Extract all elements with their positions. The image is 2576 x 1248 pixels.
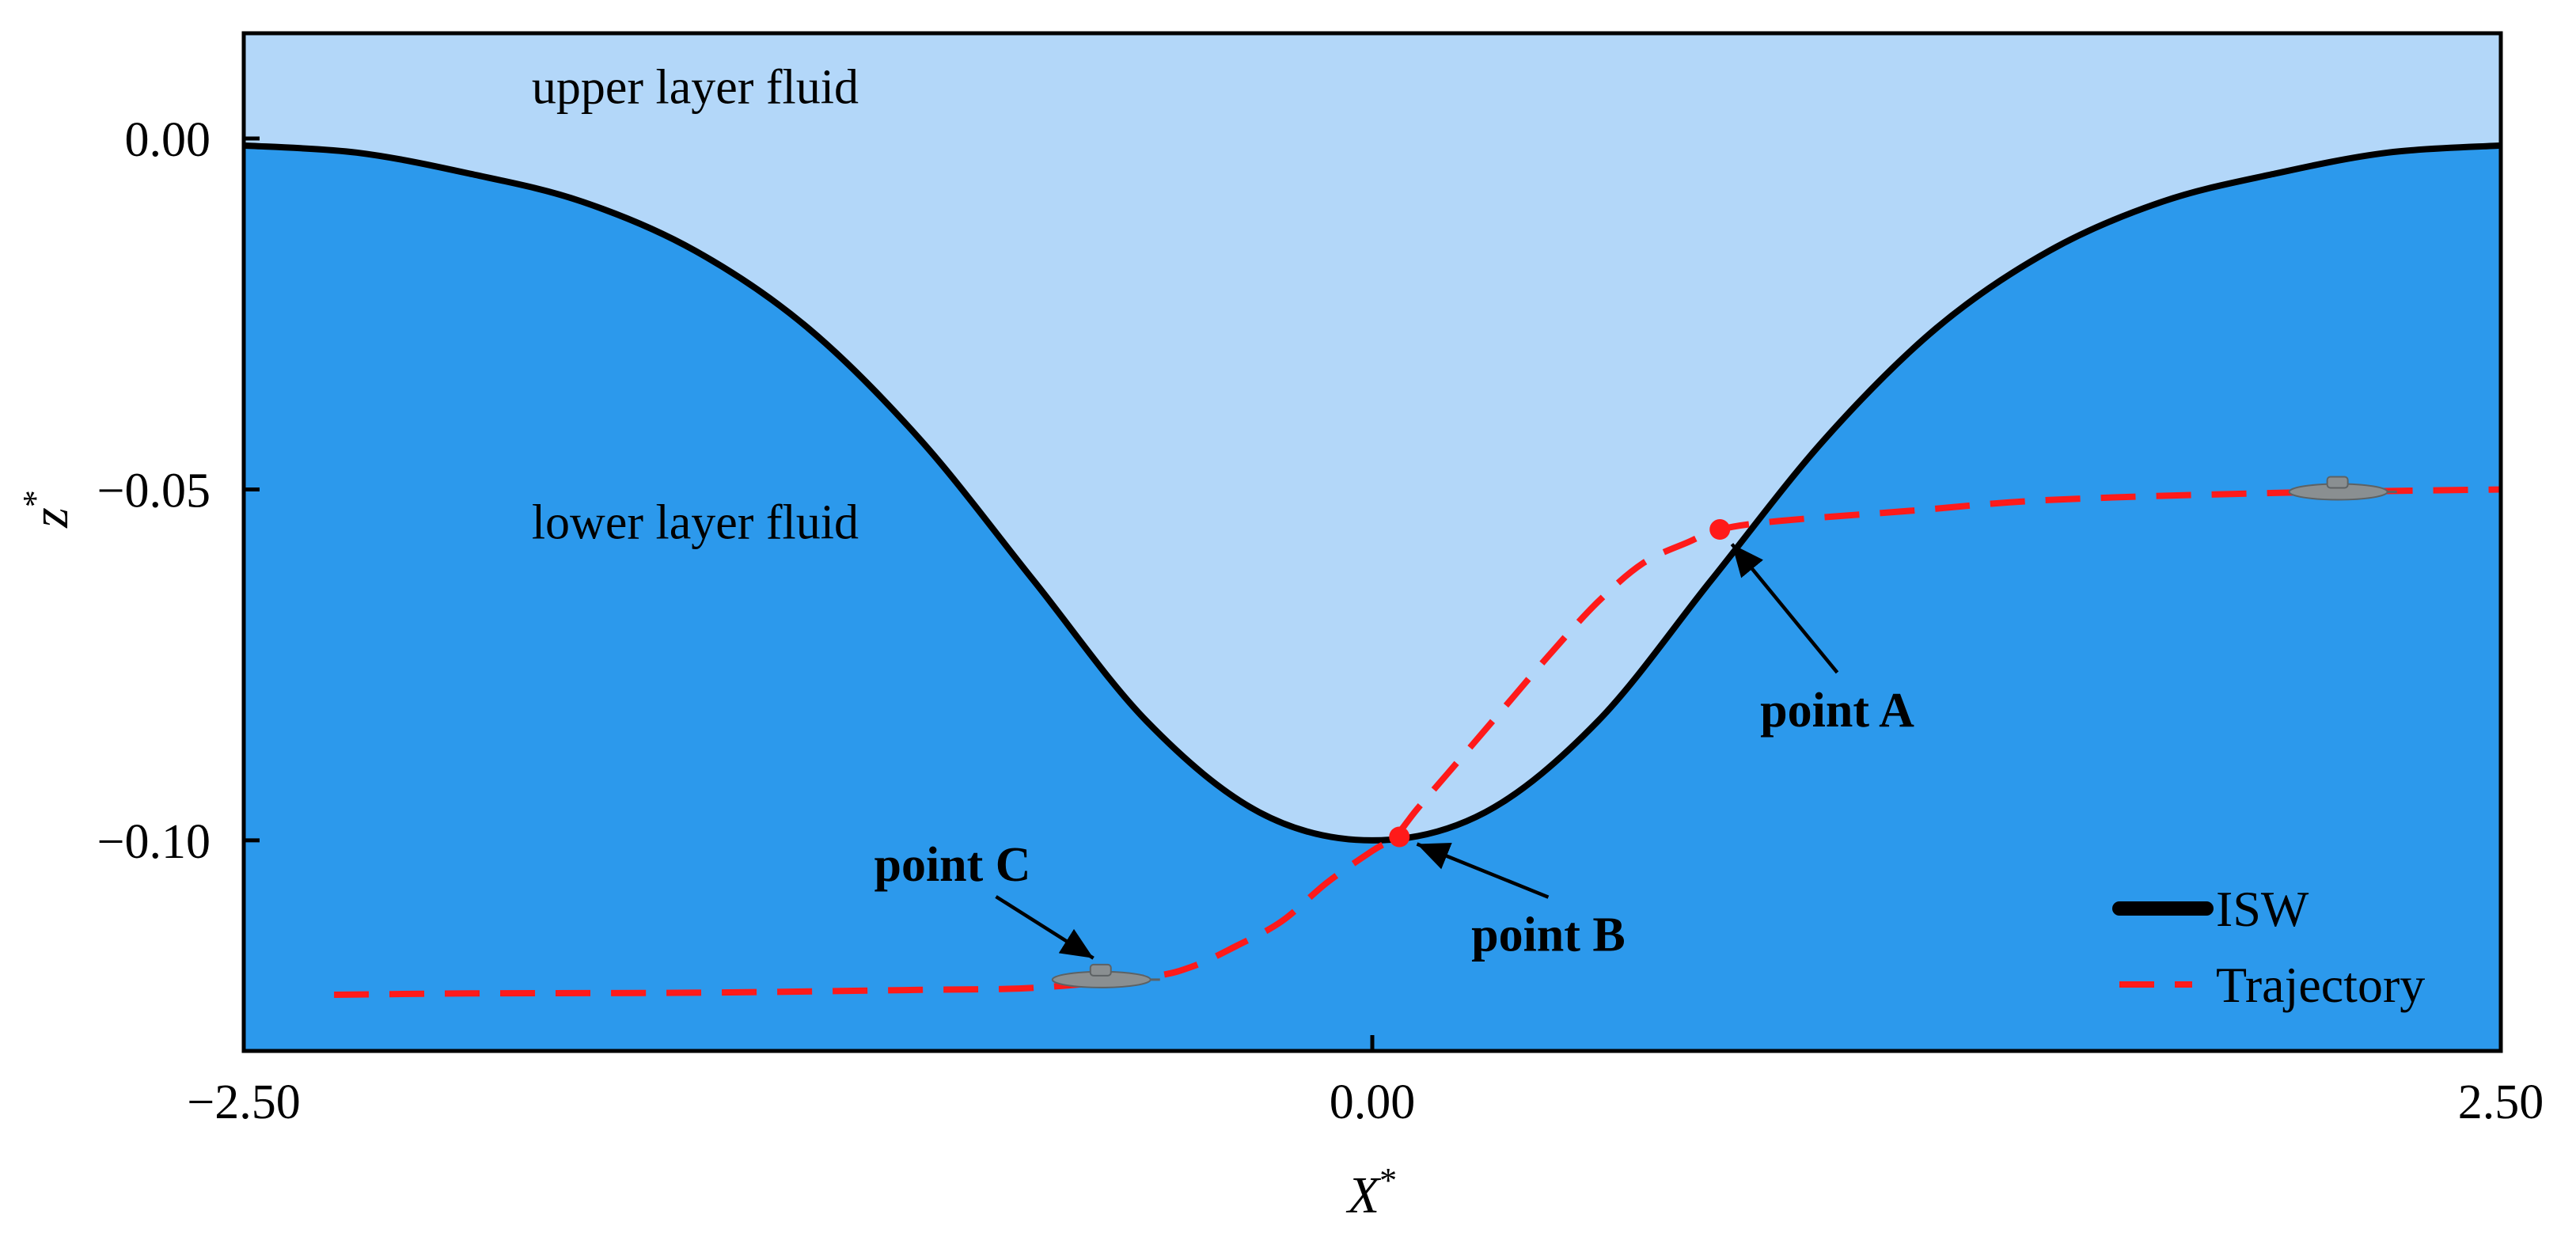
legend-isw-label: ISW — [2216, 881, 2309, 937]
annotation-arrow — [1730, 543, 1839, 674]
isw-series-line — [244, 142, 2501, 844]
x-tick-label: 0.00 — [1330, 1075, 1416, 1129]
submarine-icon — [2288, 476, 2397, 501]
legend-trajectory-label: Trajectory — [2216, 957, 2425, 1013]
lower-layer-label: lower layer fluid — [532, 496, 859, 550]
upper-layer-label: upper layer fluid — [532, 61, 859, 115]
annotation-arrow — [995, 895, 1095, 960]
point-b-label: point B — [1471, 908, 1626, 962]
lower-layer-region — [244, 145, 2501, 1051]
y-axis-title-base: z — [21, 507, 79, 529]
trajectory-series-line — [334, 486, 2501, 998]
trajectory-point-marker — [1389, 826, 1410, 848]
x-tick-label: −2.50 — [187, 1075, 300, 1129]
x-tick-label: 2.50 — [2458, 1075, 2544, 1129]
submarine-icon — [1051, 963, 1160, 988]
x-axis-title-base: X — [1345, 1166, 1382, 1224]
x-axis-title: X* — [1345, 1161, 1397, 1224]
y-axis-title: z* — [16, 490, 79, 529]
point-a-label: point A — [1760, 684, 1914, 738]
x-axis-title-sup: * — [1379, 1161, 1397, 1200]
y-axis-title-sup: * — [16, 490, 55, 507]
legend: ISW Trajectory — [2112, 881, 2425, 1013]
y-tick-label: −0.05 — [97, 464, 211, 518]
y-tick-label: 0.00 — [125, 113, 211, 167]
y-tick-label: −0.10 — [97, 815, 211, 869]
trajectory-point-marker — [1709, 519, 1731, 541]
annotation-arrow — [1416, 842, 1550, 899]
point-c-label: point C — [874, 838, 1030, 892]
